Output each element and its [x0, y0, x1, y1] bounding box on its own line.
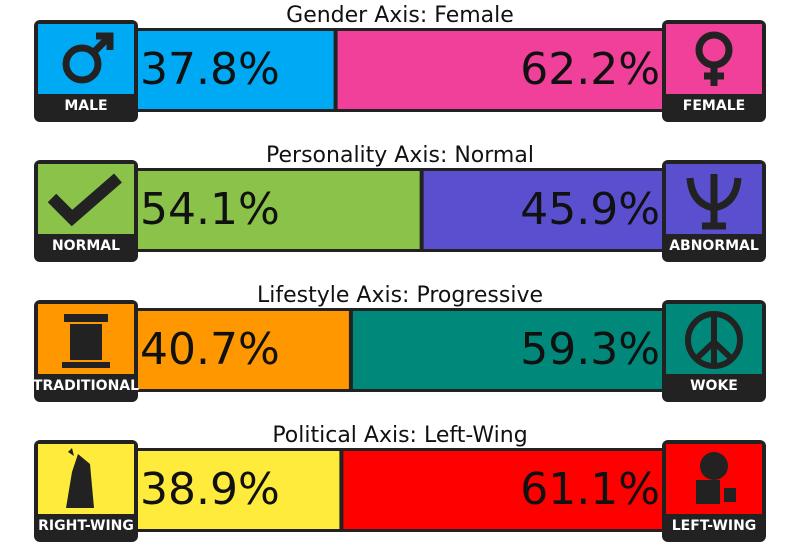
icon-label: TRADITIONAL — [33, 378, 139, 394]
left-percent: 37.8% — [140, 44, 280, 95]
icon — [685, 311, 743, 369]
axis-title: Lifestyle Axis: Progressive — [257, 283, 543, 308]
axis-title: Personality Axis: Normal — [266, 143, 534, 168]
bar-segment — [136, 31, 334, 109]
icon — [66, 448, 94, 508]
icon-label: NORMAL — [52, 238, 120, 254]
icon-label: FEMALE — [683, 98, 745, 114]
bar-segment — [337, 31, 664, 109]
bar-segment — [136, 171, 420, 249]
icon — [696, 452, 736, 504]
left-percent: 54.1% — [140, 184, 280, 235]
bar-segment — [136, 311, 349, 389]
icon-label: ABNORMAL — [669, 238, 759, 254]
left-percent: 40.7% — [140, 324, 280, 375]
bar-segment — [136, 451, 340, 529]
icon-label: LEFT-WING — [672, 518, 757, 534]
right-percent: 62.2% — [520, 44, 660, 95]
icon — [695, 31, 733, 86]
icon — [62, 314, 110, 368]
right-percent: 61.1% — [520, 464, 660, 515]
axis-title: Political Axis: Left-Wing — [272, 423, 527, 448]
right-percent: 59.3% — [520, 324, 660, 375]
icon-label: WOKE — [690, 378, 738, 394]
icon — [47, 173, 122, 227]
right-percent: 45.9% — [520, 184, 660, 235]
bar-segment — [423, 171, 664, 249]
icon-label: MALE — [64, 98, 107, 114]
icon-label: RIGHT-WING — [38, 518, 134, 534]
bar-segment — [352, 311, 664, 389]
icon — [686, 174, 742, 230]
icon-bg — [38, 24, 134, 94]
axis-title: Gender Axis: Female — [286, 3, 514, 28]
icon — [62, 32, 114, 84]
bar-segment — [343, 451, 664, 529]
left-percent: 38.9% — [140, 464, 280, 515]
